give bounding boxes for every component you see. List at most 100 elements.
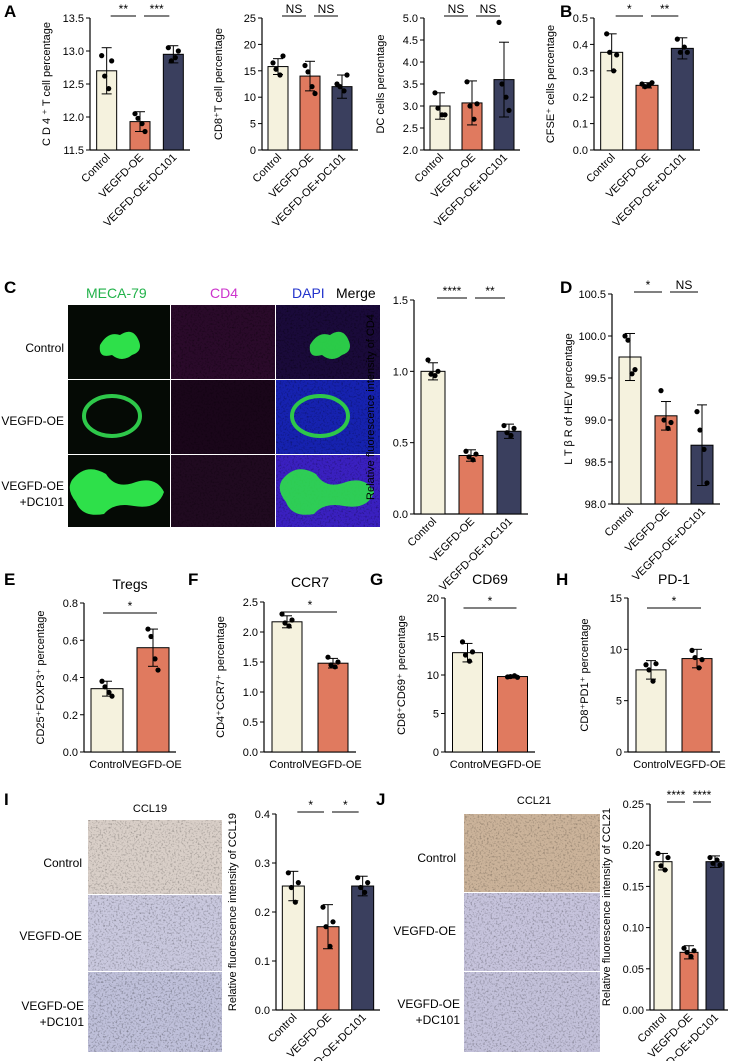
data-point [696, 665, 702, 671]
data-point [607, 49, 613, 55]
y-tick-label: 0.2 [573, 92, 588, 104]
data-point [155, 667, 161, 673]
data-point [464, 79, 470, 85]
bar [497, 676, 528, 753]
data-point [665, 854, 671, 861]
c-row-vegfd-dc-2: +DC101 [20, 495, 65, 509]
data-point [661, 417, 667, 423]
data-point [344, 72, 350, 78]
significance-label: ** [119, 2, 129, 16]
x-tick-label: VEGFD-OE [668, 759, 725, 771]
data-point [684, 49, 690, 55]
y-tick-label: 99.0 [585, 415, 606, 427]
y-tick-label: 0.5 [243, 717, 258, 729]
data-point [646, 667, 652, 673]
data-point [642, 84, 648, 90]
bar [351, 885, 375, 1011]
y-tick-label: 0.1 [573, 119, 588, 131]
data-point [622, 333, 628, 339]
y-tick-label: 4.0 [403, 57, 418, 69]
bar [681, 658, 713, 753]
significance-label: * [128, 599, 133, 613]
y-axis-label: L T β R of HEV percentage [563, 333, 575, 464]
data-point [459, 639, 466, 645]
y-tick-label: 0.0 [393, 509, 408, 521]
significance-label: * [308, 798, 313, 812]
data-point [330, 919, 336, 925]
chart-title: PD-1 [658, 571, 690, 587]
data-point [674, 36, 680, 42]
data-point [435, 105, 441, 111]
y-tick-label: 15 [610, 593, 622, 605]
panel-label-G: G [370, 570, 384, 589]
data-point [681, 945, 687, 951]
data-point [323, 924, 329, 930]
data-point [629, 371, 635, 377]
y-axis-label: CD8⁺T cell percentage [213, 28, 225, 140]
data-point [358, 884, 364, 891]
data-point [677, 49, 683, 55]
y-tick-label: 20 [427, 593, 439, 605]
y-tick-label: 0.10 [623, 923, 644, 935]
data-point [466, 658, 473, 664]
y-tick-label: 0.20 [623, 840, 644, 852]
panel-label-E: E [4, 570, 16, 589]
panel-label-D: D [560, 278, 573, 297]
y-tick-label: 5 [250, 119, 256, 131]
bar [670, 47, 694, 151]
data-point [273, 66, 279, 72]
chart-title: CCR7 [291, 574, 329, 590]
data-point [643, 662, 649, 668]
y-tick-label: 0.8 [63, 598, 78, 610]
y-tick-label: 0.2 [255, 907, 270, 919]
chart-e: 0.0 0.2 0.4 0.6 0.8 CD25⁺FOXP3⁺ percentage Tre… [35, 576, 182, 771]
y-tick-label: 98.5 [585, 457, 606, 469]
chart-h: 0 5 10 15 CD8⁺PD1⁺ percentage PD-1 Control VEGF… [579, 571, 726, 771]
data-point [335, 659, 341, 665]
y-tick-label: 0.1 [255, 956, 270, 968]
data-point [632, 367, 638, 373]
data-point [277, 72, 283, 78]
merge-header: Merge [336, 285, 376, 301]
y-tick-label: 0.5 [573, 13, 588, 25]
y-tick-label: 10 [610, 644, 622, 656]
y-tick-label: 10 [244, 92, 256, 104]
data-point [355, 875, 361, 881]
data-point [668, 419, 674, 426]
bar [271, 621, 303, 753]
data-point [135, 115, 141, 121]
significance-label: * [488, 594, 493, 608]
y-tick-label: 5 [433, 709, 439, 721]
data-point [295, 880, 301, 886]
data-point [658, 388, 664, 394]
data-point [653, 661, 659, 667]
ccl21-image-title: CCL21 [517, 795, 551, 807]
data-point [365, 880, 371, 886]
data-point [139, 121, 145, 127]
data-point [511, 425, 517, 431]
j-row-vegfd: VEGFD-OE [393, 924, 456, 938]
y-axis-label: C D 4 ⁺ T cell percentage [41, 22, 53, 146]
y-tick-label: 13.5 [63, 13, 84, 25]
significance-label: NS [318, 2, 335, 16]
data-point [662, 867, 668, 873]
data-point [280, 53, 286, 59]
y-tick-label: 0.4 [573, 39, 588, 51]
c-hev-control [99, 331, 140, 359]
significance-label: NS [676, 278, 693, 292]
y-tick-label: 12.0 [63, 112, 84, 124]
y-tick-label: 1.5 [243, 657, 258, 669]
significance-label: **** [443, 284, 462, 298]
data-point [288, 884, 294, 891]
significance-label: NS [480, 2, 497, 16]
y-axis-label: Relative fluorescence intensity of CD4 [365, 314, 377, 500]
data-point [109, 58, 115, 64]
data-point [710, 860, 716, 866]
data-point [106, 86, 112, 92]
data-point [604, 31, 610, 37]
data-point [145, 626, 151, 632]
data-point [332, 664, 338, 670]
significance-label: **** [667, 788, 686, 802]
